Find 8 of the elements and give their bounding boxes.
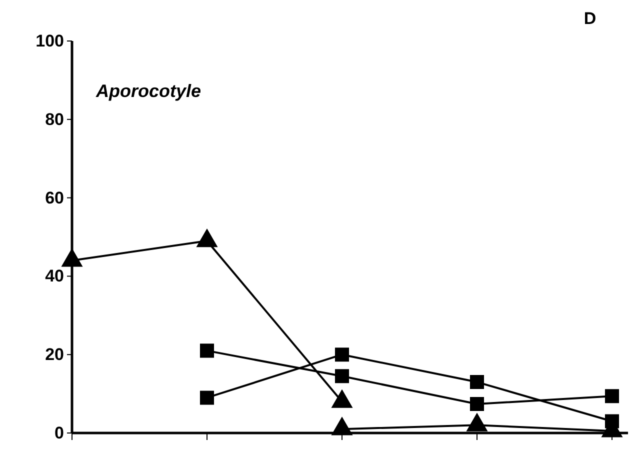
y-tick-label: 80 xyxy=(45,110,64,129)
y-tick-label: 20 xyxy=(45,345,64,364)
annotation: Aporocotyle xyxy=(95,81,202,101)
chart-title: D xyxy=(584,9,596,28)
y-tick-label: 0 xyxy=(54,423,64,442)
y-tick-label: 100 xyxy=(36,31,64,50)
y-tick-label: 40 xyxy=(45,266,64,286)
y-tick-label: 60 xyxy=(45,188,64,208)
